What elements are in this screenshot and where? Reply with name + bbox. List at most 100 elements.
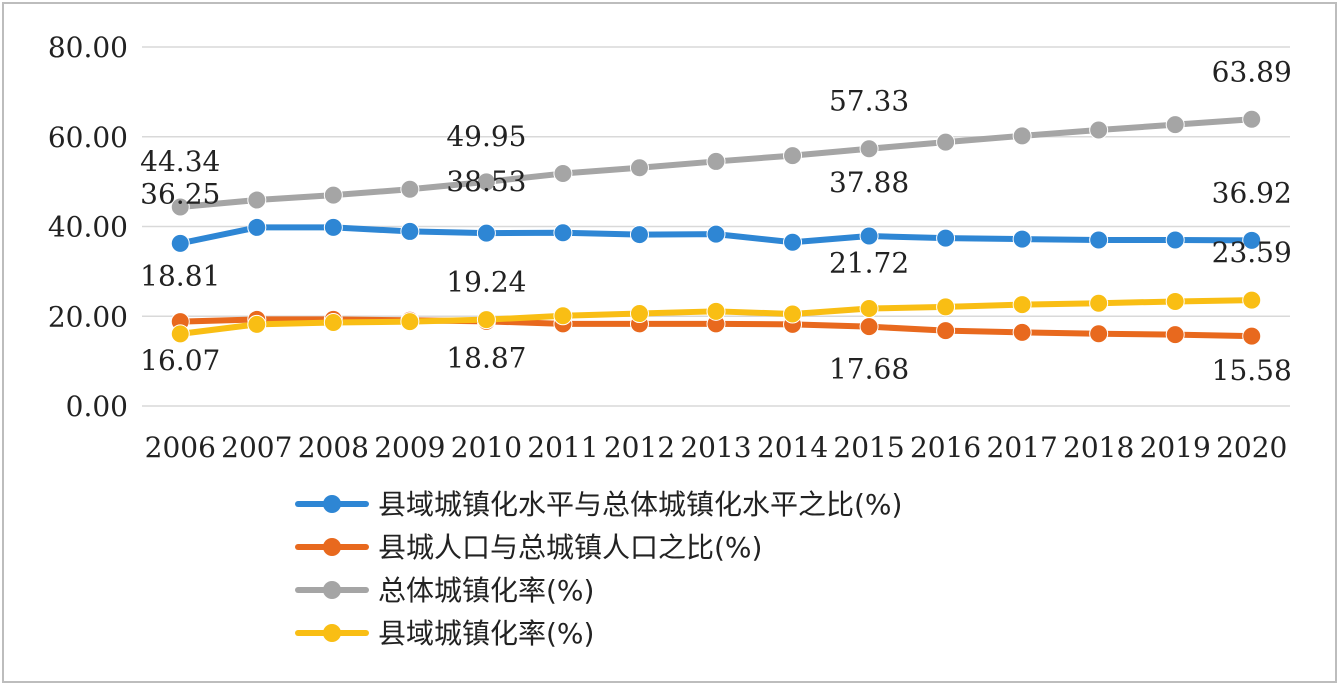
data-point xyxy=(476,310,496,330)
data-label: 38.53 xyxy=(446,165,526,198)
series-0 xyxy=(170,217,1262,253)
data-label: 63.89 xyxy=(1212,55,1292,88)
y-axis-ticks: 0.00 20.00 40.00 60.00 80.00 xyxy=(48,31,128,423)
x-tick-label: 2017 xyxy=(987,431,1058,464)
data-point xyxy=(936,297,956,317)
series-3 xyxy=(170,290,1262,344)
legend-marker xyxy=(323,581,341,599)
data-label: 16.07 xyxy=(140,344,220,377)
data-label: 44.34 xyxy=(140,145,220,178)
x-tick-label: 2011 xyxy=(527,431,598,464)
data-point xyxy=(706,301,726,321)
legend-label: 县域城镇化率(%) xyxy=(378,617,594,650)
data-point xyxy=(1165,325,1185,345)
data-point xyxy=(476,172,496,192)
x-tick-label: 2006 xyxy=(145,431,216,464)
data-labels: 36.25 38.53 37.88 36.92 18.81 18.87 17.68 15.58… xyxy=(140,55,1292,387)
data-point xyxy=(1165,115,1185,135)
data-point xyxy=(400,312,420,332)
y-tick-label: 80.00 xyxy=(48,31,128,64)
data-point xyxy=(400,221,420,241)
data-point xyxy=(170,197,190,217)
data-label: 57.33 xyxy=(829,85,909,118)
data-point xyxy=(1089,293,1109,313)
data-point xyxy=(936,132,956,152)
data-label: 17.68 xyxy=(829,353,909,386)
data-point xyxy=(936,321,956,341)
data-label: 36.92 xyxy=(1212,176,1292,209)
data-label: 36.25 xyxy=(140,177,220,210)
data-label: 21.72 xyxy=(829,247,909,280)
data-point xyxy=(859,317,879,337)
data-point xyxy=(1089,230,1109,250)
x-tick-label: 2020 xyxy=(1216,431,1287,464)
data-point xyxy=(553,306,573,326)
data-point xyxy=(247,190,267,210)
x-tick-label: 2018 xyxy=(1063,431,1134,464)
data-label: 15.58 xyxy=(1212,354,1292,387)
data-label: 49.95 xyxy=(446,120,526,153)
data-point xyxy=(170,324,190,344)
legend-label: 总体城镇化率(%) xyxy=(378,574,594,607)
data-label: 23.59 xyxy=(1212,236,1292,269)
legend-item: 总体城镇化率(%) xyxy=(295,574,594,607)
data-point xyxy=(1012,322,1032,342)
data-point xyxy=(783,146,803,166)
data-point xyxy=(859,139,879,159)
series-2 xyxy=(170,109,1262,217)
legend-marker xyxy=(323,624,341,642)
data-point xyxy=(629,225,649,245)
x-tick-label: 2012 xyxy=(604,431,675,464)
data-point xyxy=(553,223,573,243)
data-point xyxy=(1012,295,1032,315)
legend-item: 县域城镇化率(%) xyxy=(295,617,594,650)
y-tick-label: 60.00 xyxy=(48,121,128,154)
data-point xyxy=(553,164,573,184)
x-tick-label: 2019 xyxy=(1140,431,1211,464)
legend-marker xyxy=(323,495,341,513)
data-point xyxy=(859,299,879,319)
data-point xyxy=(1165,230,1185,250)
x-tick-label: 2010 xyxy=(451,431,522,464)
data-label: 18.87 xyxy=(446,341,526,374)
data-point xyxy=(170,233,190,253)
x-tick-label: 2013 xyxy=(680,431,751,464)
data-point xyxy=(323,217,343,237)
y-tick-label: 0.00 xyxy=(66,390,128,423)
data-label: 18.81 xyxy=(140,260,220,293)
data-point xyxy=(706,224,726,244)
x-axis-ticks: 2006 2007 2008 2009 2010 2011 2012 2013 2014 2015… xyxy=(145,431,1288,464)
x-tick-label: 2007 xyxy=(221,431,292,464)
data-label: 37.88 xyxy=(829,166,909,199)
data-point xyxy=(1242,326,1262,346)
data-point xyxy=(323,313,343,333)
y-tick-label: 20.00 xyxy=(48,300,128,333)
data-point xyxy=(247,217,267,237)
data-point xyxy=(706,151,726,171)
data-point xyxy=(629,158,649,178)
data-point xyxy=(1165,291,1185,311)
data-point xyxy=(323,185,343,205)
data-point xyxy=(476,223,496,243)
data-point xyxy=(1012,126,1032,146)
data-point xyxy=(400,179,420,199)
y-tick-label: 40.00 xyxy=(48,211,128,244)
legend-label: 县域城镇化水平与总体城镇化水平之比(%) xyxy=(378,488,902,521)
series-layer xyxy=(170,109,1262,346)
data-point xyxy=(859,226,879,246)
data-point xyxy=(629,304,649,324)
data-point xyxy=(1089,324,1109,344)
x-tick-label: 2014 xyxy=(757,431,828,464)
data-label: 19.24 xyxy=(446,266,526,299)
data-point xyxy=(1242,290,1262,310)
data-point xyxy=(247,314,267,334)
data-point xyxy=(1242,230,1262,250)
x-tick-label: 2015 xyxy=(833,431,904,464)
x-tick-label: 2009 xyxy=(374,431,445,464)
legend-item: 县域城镇化水平与总体城镇化水平之比(%) xyxy=(295,488,902,521)
data-point xyxy=(1012,229,1032,249)
x-tick-label: 2016 xyxy=(910,431,981,464)
legend-label: 县城人口与总城镇人口之比(%) xyxy=(378,531,762,564)
